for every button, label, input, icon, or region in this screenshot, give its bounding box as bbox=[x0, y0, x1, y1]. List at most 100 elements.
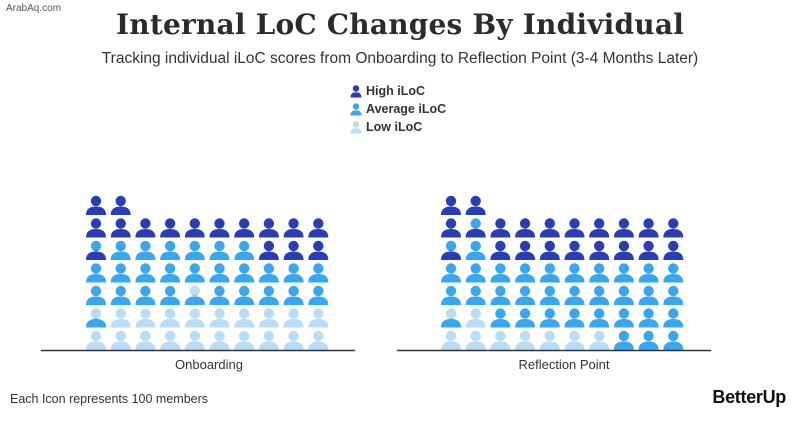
legend-item-average: Average iLoC bbox=[350, 100, 446, 118]
person-icon bbox=[539, 240, 560, 260]
person-icon bbox=[234, 218, 255, 238]
person-icon bbox=[515, 263, 536, 283]
person-icon bbox=[539, 218, 560, 238]
person-icon bbox=[350, 84, 362, 97]
person-icon bbox=[110, 330, 131, 350]
person-icon bbox=[86, 263, 106, 283]
person-icon bbox=[283, 285, 304, 305]
person-icon bbox=[86, 330, 106, 350]
legend-item-high: High iLoC bbox=[350, 82, 446, 100]
person-icon bbox=[539, 330, 560, 350]
person-icon bbox=[160, 285, 181, 305]
person-icon bbox=[490, 285, 511, 305]
person-icon bbox=[515, 330, 536, 350]
person-icon bbox=[613, 218, 634, 238]
person-icon bbox=[135, 330, 156, 350]
person-icon bbox=[283, 308, 304, 328]
unit-note: Each Icon represents 100 members bbox=[10, 392, 209, 406]
person-icon bbox=[441, 285, 461, 305]
person-icon bbox=[663, 240, 684, 260]
person-icon bbox=[283, 263, 304, 283]
person-icon bbox=[258, 285, 279, 305]
watermark: ArabAq.com bbox=[6, 3, 62, 14]
person-icon bbox=[110, 263, 131, 283]
legend-label: Average iLoC bbox=[366, 102, 447, 116]
person-icon bbox=[209, 240, 230, 260]
person-icon bbox=[86, 285, 106, 305]
person-icon bbox=[441, 330, 461, 350]
person-icon bbox=[308, 218, 329, 238]
person-icon bbox=[663, 285, 684, 305]
person-icon bbox=[465, 195, 486, 215]
person-icon bbox=[110, 285, 131, 305]
person-icon bbox=[663, 218, 684, 238]
person-icon bbox=[441, 218, 461, 238]
person-icon bbox=[515, 308, 536, 328]
person-icon bbox=[308, 240, 329, 260]
person-icon bbox=[308, 285, 329, 305]
person-icon bbox=[613, 330, 634, 350]
group-label: Onboarding bbox=[175, 357, 243, 372]
person-icon bbox=[589, 240, 610, 260]
legend: High iLoC Average iLoC Low iLoC bbox=[350, 82, 446, 136]
person-icon bbox=[515, 285, 536, 305]
person-icon bbox=[490, 308, 511, 328]
person-icon bbox=[135, 308, 156, 328]
person-icon bbox=[86, 218, 106, 238]
person-icon bbox=[589, 308, 610, 328]
person-icon bbox=[638, 263, 659, 283]
person-icon bbox=[613, 263, 634, 283]
person-icon bbox=[160, 308, 181, 328]
person-icon bbox=[160, 330, 181, 350]
person-icon bbox=[184, 308, 205, 328]
person-icon bbox=[589, 263, 610, 283]
person-icon bbox=[564, 218, 585, 238]
group-label: Reflection Point bbox=[518, 357, 609, 372]
person-icon bbox=[234, 240, 255, 260]
person-icon bbox=[564, 285, 585, 305]
person-icon bbox=[465, 228, 486, 238]
person-icon bbox=[663, 263, 684, 283]
person-icon bbox=[564, 308, 585, 328]
person-icon bbox=[589, 218, 610, 238]
person-icon bbox=[539, 308, 560, 328]
person-icon bbox=[283, 218, 304, 238]
person-icon bbox=[589, 330, 610, 350]
person-icon bbox=[490, 218, 511, 238]
person-icon bbox=[86, 250, 106, 260]
person-icon bbox=[539, 263, 560, 283]
person-icon bbox=[613, 308, 634, 328]
person-icon bbox=[638, 330, 659, 350]
person-icon bbox=[465, 240, 486, 260]
person-icon bbox=[184, 218, 205, 238]
person-icon bbox=[184, 240, 205, 260]
chart-title: Internal LoC Changes By Individual bbox=[115, 8, 685, 41]
person-icon bbox=[110, 308, 131, 328]
person-icon bbox=[638, 285, 659, 305]
person-icon bbox=[613, 285, 634, 305]
person-icon bbox=[258, 218, 279, 238]
person-icon bbox=[209, 308, 230, 328]
person-icon bbox=[160, 263, 181, 283]
person-icon bbox=[160, 218, 181, 238]
group-0 bbox=[86, 195, 329, 350]
person-icon bbox=[350, 120, 362, 133]
person-icon bbox=[515, 218, 536, 238]
person-icon bbox=[258, 308, 279, 328]
person-icon bbox=[209, 330, 230, 350]
person-icon bbox=[110, 218, 131, 238]
legend-label: High iLoC bbox=[366, 84, 426, 98]
person-icon bbox=[209, 263, 230, 283]
person-icon bbox=[441, 195, 461, 215]
person-icon bbox=[110, 195, 131, 215]
person-icon bbox=[86, 195, 106, 215]
brand-logo: BetterUp bbox=[712, 387, 786, 407]
person-icon bbox=[465, 308, 486, 328]
person-icon bbox=[308, 308, 329, 328]
person-icon bbox=[135, 263, 156, 283]
person-icon bbox=[638, 218, 659, 238]
person-icon bbox=[283, 330, 304, 350]
person-icon bbox=[663, 308, 684, 328]
person-icon bbox=[234, 308, 255, 328]
